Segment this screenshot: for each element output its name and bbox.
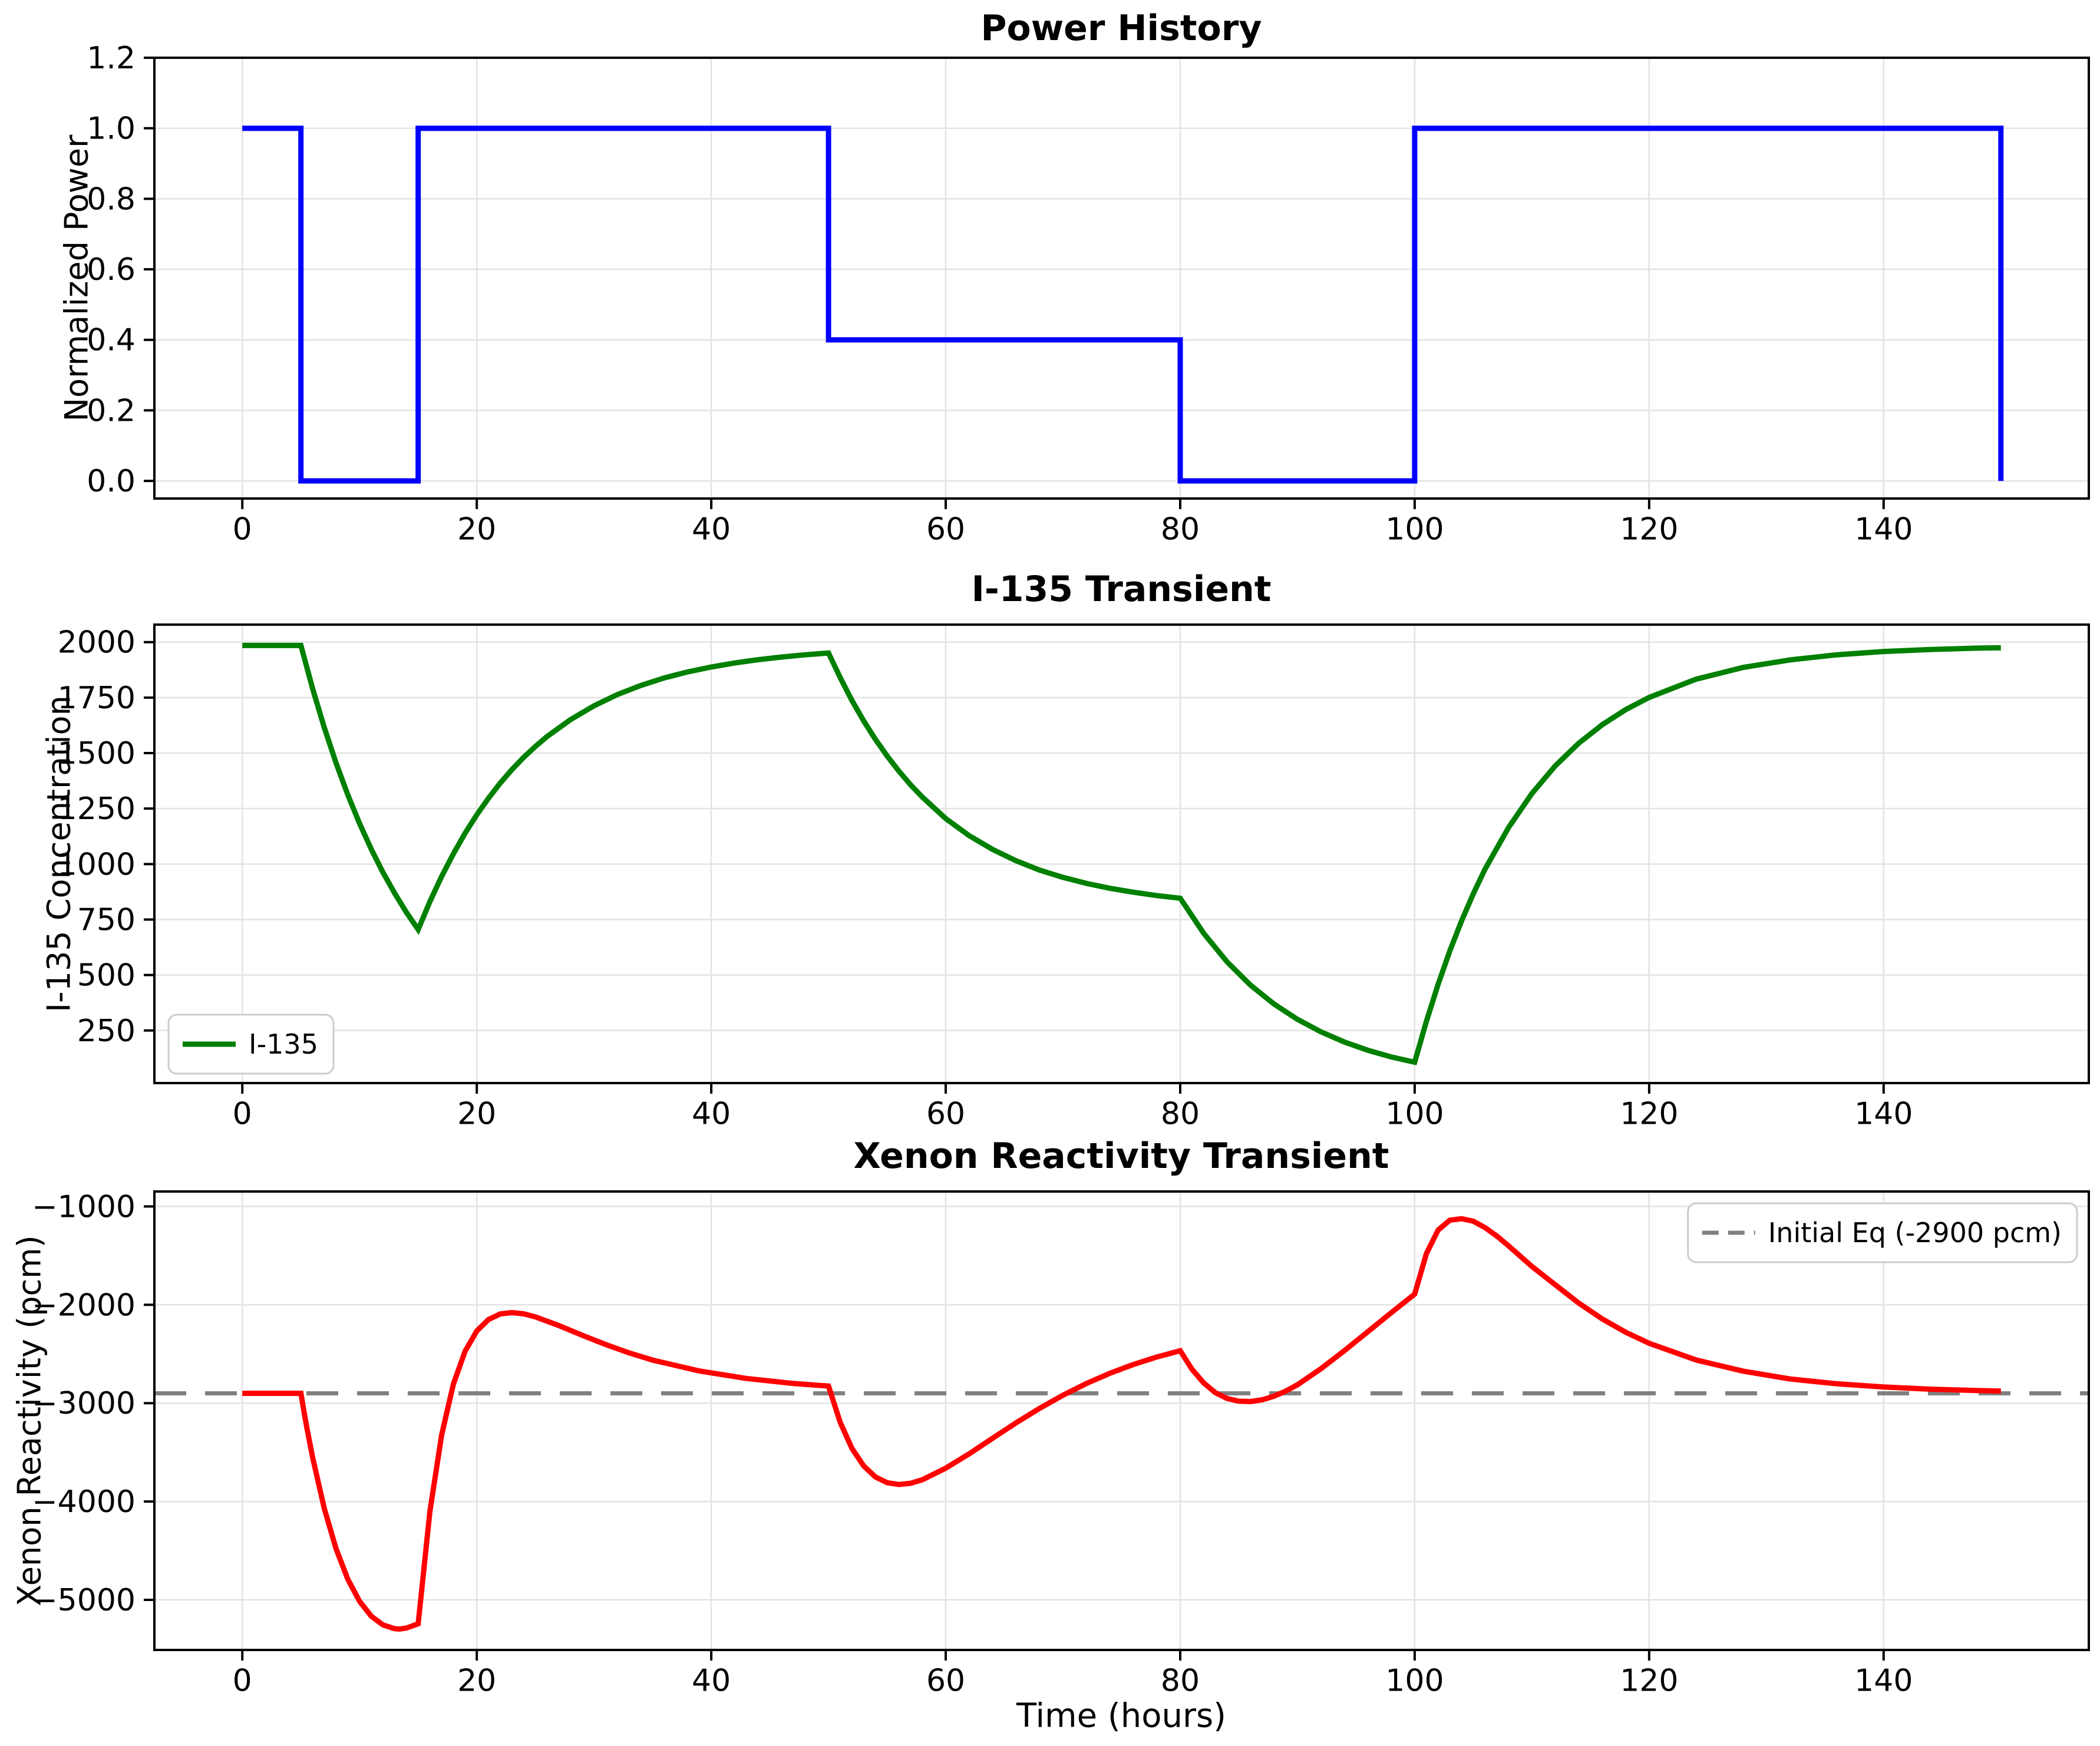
subplot-power-history: 0 20 40 60 80 100 120 140 0.0 0.2 0.4 0.6 0.8 1.0 1.2	[87, 41, 2090, 547]
legend-label: I-135	[249, 1028, 318, 1060]
svg-text:40: 40	[692, 1097, 731, 1132]
chart-title-power-history: Power History	[980, 8, 1262, 49]
svg-text:1000: 1000	[58, 847, 136, 882]
axes-frame	[153, 1190, 2090, 1651]
svg-text:80: 80	[1161, 1664, 1200, 1699]
svg-text:1.0: 1.0	[87, 111, 136, 147]
grid-lines	[154, 1191, 2089, 1650]
svg-text:100: 100	[1385, 512, 1444, 547]
y-axis-label-xenon-reactivity: Xenon Reactivity (pcm)	[11, 1235, 48, 1606]
svg-text:0: 0	[233, 512, 252, 547]
y-tick-labels: 250 500 750 1000 1250 1500 1750 2000	[58, 625, 136, 1049]
svg-text:0.2: 0.2	[87, 393, 136, 428]
axes-frame	[153, 57, 2090, 500]
svg-text:60: 60	[926, 1664, 965, 1699]
i135-line	[242, 642, 2001, 1065]
svg-text:750: 750	[77, 902, 136, 938]
svg-text:1500: 1500	[58, 736, 136, 771]
svg-text:140: 140	[1854, 1664, 1913, 1699]
y-axis-label-normalized-power: Normalized Power	[58, 134, 95, 422]
svg-text:0.0: 0.0	[87, 464, 136, 499]
svg-text:−1000: −1000	[32, 1189, 136, 1224]
svg-text:20: 20	[457, 512, 496, 547]
svg-text:40: 40	[692, 1664, 731, 1699]
svg-text:120: 120	[1620, 1664, 1678, 1699]
x-tick-labels: 0 20 40 60 80 100 120 140	[233, 1097, 1913, 1132]
grid-lines	[154, 57, 2089, 499]
svg-text:140: 140	[1854, 512, 1913, 547]
tick-marks	[144, 1205, 1885, 1661]
svg-text:100: 100	[1385, 1664, 1444, 1699]
x-tick-labels: 0 20 40 60 80 100 120 140	[233, 512, 1913, 547]
subplot-i135-transient: 0 20 40 60 80 100 120 140 250 500 750 1000 1250 1500 1…	[58, 623, 2090, 1132]
y-tick-labels: −5000 −4000 −3000 −2000 −1000	[32, 1189, 136, 1618]
power-line	[242, 126, 2004, 484]
chart-title-i135-transient: I-135 Transient	[971, 569, 1272, 610]
svg-text:40: 40	[692, 512, 731, 547]
legend-i135-transient: I-135	[167, 1014, 335, 1075]
svg-text:1.2: 1.2	[87, 41, 136, 76]
svg-text:120: 120	[1620, 1097, 1678, 1132]
svg-text:140: 140	[1854, 1097, 1913, 1132]
chart-title-xenon-reactivity: Xenon Reactivity Transient	[853, 1136, 1389, 1177]
legend-xenon-reactivity: Initial Eq (-2900 pcm)	[1687, 1202, 2078, 1263]
tick-marks	[144, 57, 1885, 509]
svg-text:100: 100	[1385, 1097, 1444, 1132]
legend-label: Initial Eq (-2900 pcm)	[1768, 1217, 2062, 1249]
svg-text:0: 0	[233, 1664, 252, 1699]
svg-text:0.4: 0.4	[87, 323, 136, 358]
svg-text:60: 60	[926, 512, 965, 547]
svg-text:2000: 2000	[58, 625, 136, 661]
svg-text:−4000: −4000	[32, 1484, 136, 1520]
svg-text:−5000: −5000	[32, 1583, 136, 1618]
svg-text:1250: 1250	[58, 791, 136, 827]
svg-text:250: 250	[77, 1014, 136, 1049]
svg-text:500: 500	[77, 958, 136, 994]
xenon-line	[242, 1216, 2001, 1632]
svg-text:1750: 1750	[58, 681, 136, 716]
svg-text:60: 60	[926, 1097, 965, 1132]
y-axis-label-i135-concentration: I-135 Concentration	[40, 695, 78, 1012]
svg-text:20: 20	[457, 1664, 496, 1699]
svg-text:20: 20	[457, 1097, 496, 1132]
tick-marks	[144, 641, 1885, 1094]
svg-text:80: 80	[1161, 512, 1200, 547]
svg-text:80: 80	[1161, 1097, 1200, 1132]
y-tick-labels: 0.0 0.2 0.4 0.6 0.8 1.0 1.2	[87, 41, 136, 499]
svg-text:0.8: 0.8	[87, 181, 136, 217]
x-axis-label-time: Time (hours)	[1016, 1697, 1226, 1735]
axes-frame	[153, 623, 2090, 1084]
x-tick-labels: 0 20 40 60 80 100 120 140	[233, 1664, 1913, 1699]
svg-text:0: 0	[233, 1097, 252, 1132]
svg-text:−3000: −3000	[32, 1386, 136, 1421]
subplot-xenon-reactivity: 0 20 40 60 80 100 120 140 −5000 −4000 −3000 −2000 −1…	[32, 1189, 2090, 1699]
svg-text:120: 120	[1620, 512, 1678, 547]
grid-lines	[154, 625, 2089, 1083]
svg-text:0.6: 0.6	[87, 252, 136, 288]
svg-text:−2000: −2000	[32, 1288, 136, 1323]
